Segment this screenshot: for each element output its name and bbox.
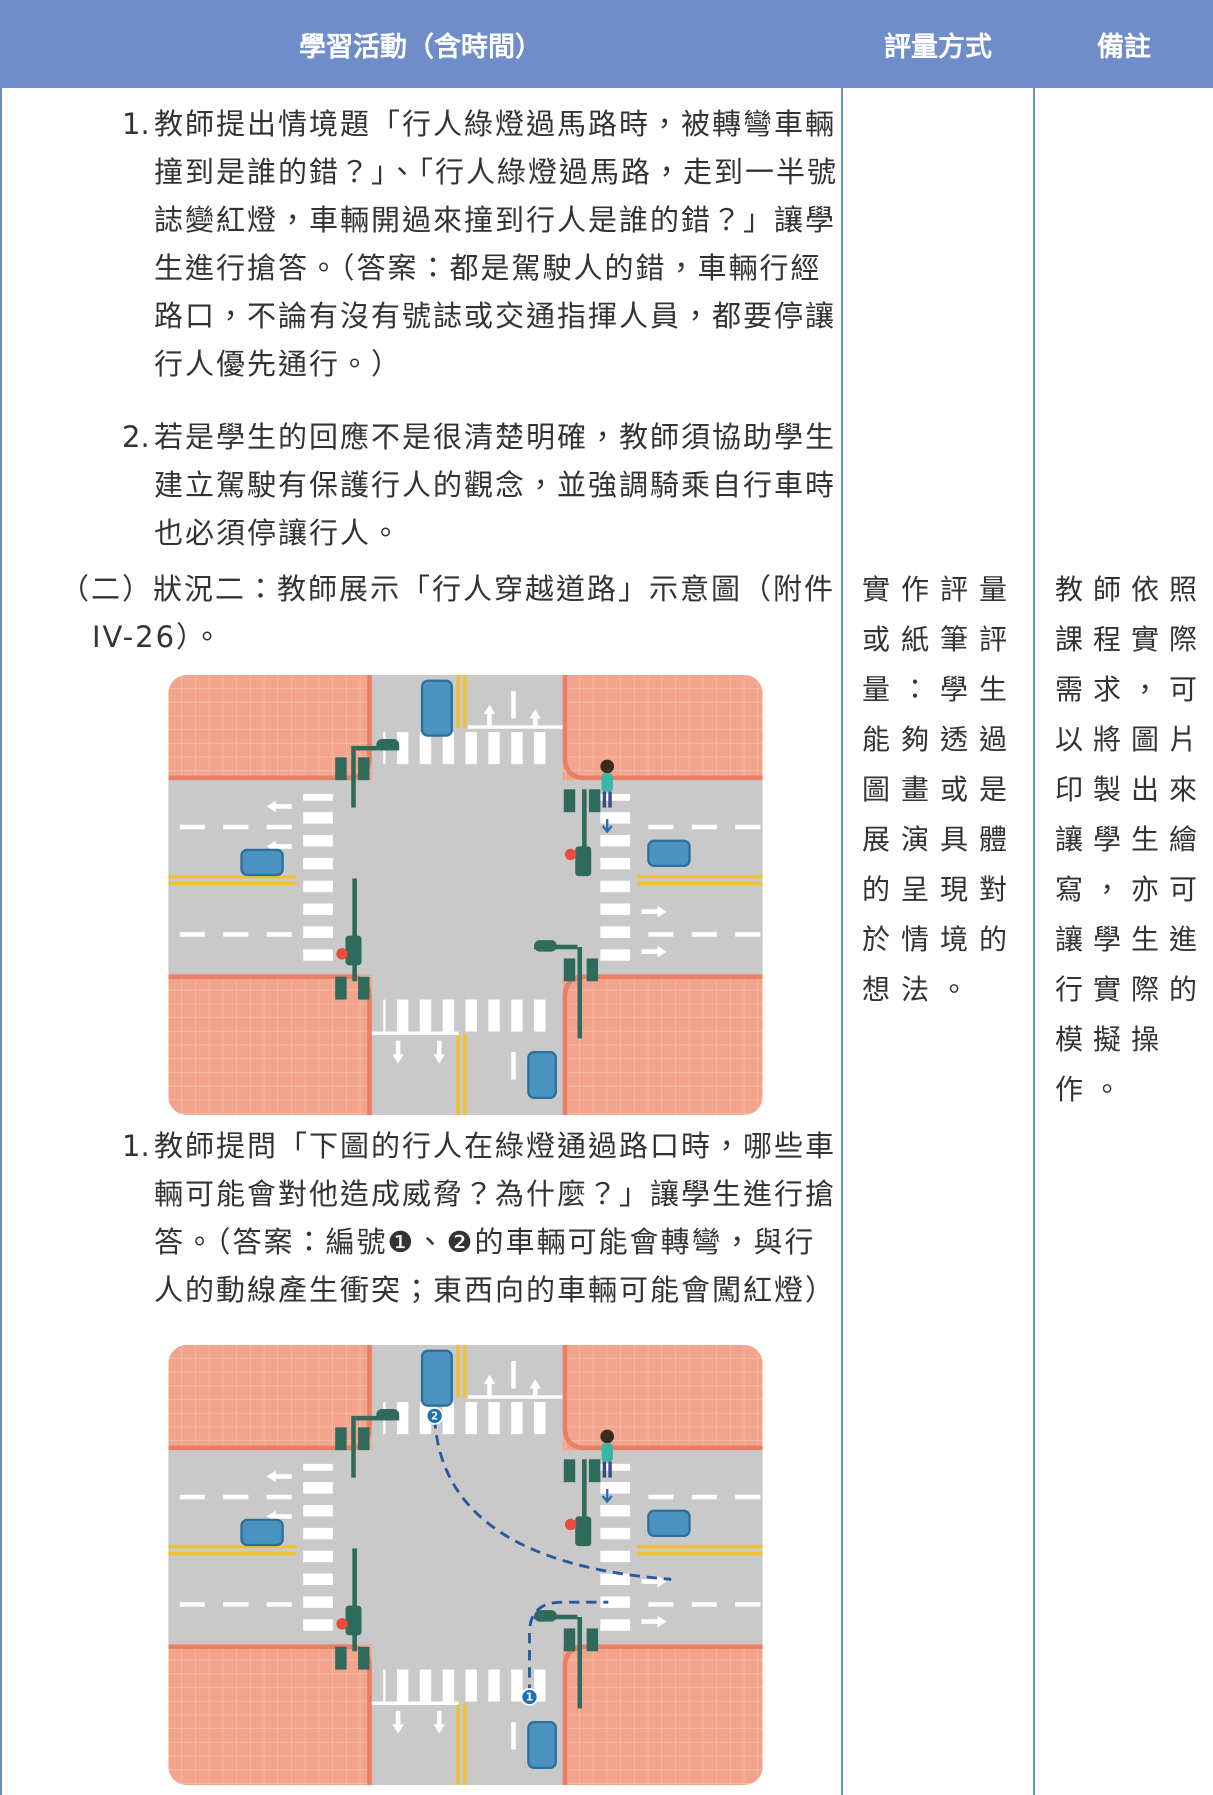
turn-path: [433, 1418, 672, 1581]
header-assessment: 評量方式: [843, 0, 1033, 88]
intersection-figure-annotated: 2 1: [168, 1345, 763, 1785]
border: [841, 0, 843, 1795]
turn-path: [528, 1600, 609, 1695]
item-number: 1.: [122, 107, 150, 141]
assessment-text: 實作評量或紙筆評量：學生能夠透過圖畫或是展演具體的呈現對於情境的想法。: [862, 573, 1019, 1006]
item-text: 教師提問「下圖的行人在綠燈通過路口時，哪些車輛可能會對他造成威脅？為什麼？」讓學…: [154, 1129, 837, 1307]
marker: [425, 1407, 444, 1425]
item-number: 2.: [122, 420, 150, 454]
header-activity: 學習活動（含時間）: [0, 0, 841, 88]
marker-label: 1: [526, 1691, 533, 1703]
marker-label: 2: [431, 1410, 438, 1422]
item-text: 教師提出情境題「行人綠燈過馬路時，被轉彎車輛撞到是誰的錯？」、「行人綠燈過馬路，…: [154, 107, 839, 381]
section-heading: （二）狀況二：教師展示「行人穿越道路」示意圖（附件IV-26）。: [60, 572, 836, 654]
item-number: 1.: [122, 1129, 150, 1163]
border: [1033, 0, 1035, 1795]
intersection-figure: [168, 675, 763, 1115]
header-notes: 備註: [1035, 0, 1213, 88]
item-text: 若是學生的回應不是很清楚明確，教師須協助學生建立駕駛有保護行人的觀念，並強調騎乘…: [154, 420, 837, 550]
marker: [520, 1688, 539, 1706]
border: [0, 0, 2, 1795]
notes-text: 教師依照課程實際需求，可以將圖片印製出來讓學生繪寫，亦可讓學生進行實際的模擬操作…: [1055, 573, 1208, 1106]
